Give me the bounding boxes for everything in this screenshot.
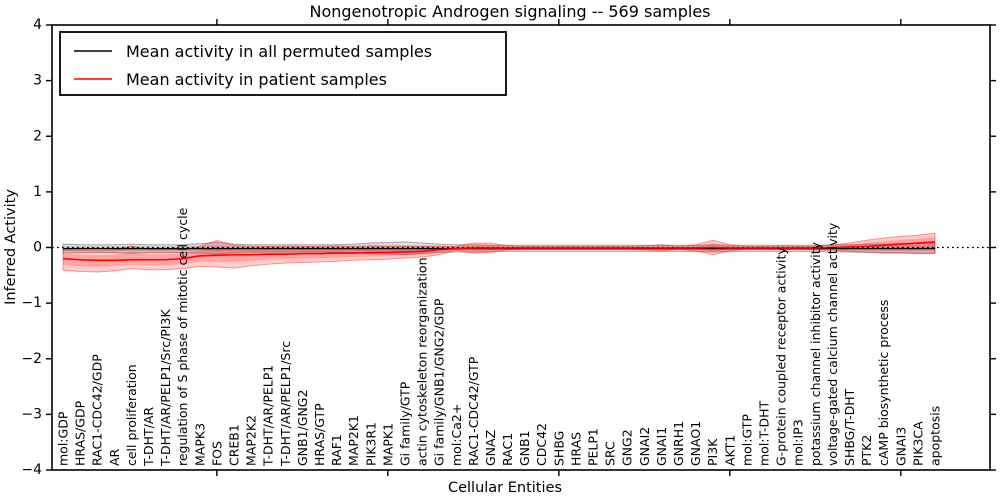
chart-title: Nongenotropic Androgen signaling -- 569 … <box>309 2 710 21</box>
x-category-label: Gi family/GNB1/GNG2/GDP <box>432 298 447 466</box>
x-category-label: Gi family/GTP <box>397 381 412 466</box>
x-category-label: T-DHT/AR/PELP1/Src/PI3K <box>158 309 173 467</box>
legend-label-permuted-samples: Mean activity in all permuted samples <box>126 42 432 61</box>
x-category-label: HRAS/GDP <box>73 400 88 466</box>
x-category-label: T-DHT/AR/PELP1/Src <box>278 341 293 467</box>
x-category-label: GNAO1 <box>688 421 703 466</box>
legend: Mean activity in all permuted samples Me… <box>59 31 507 96</box>
x-category-label: GNAI3 <box>893 427 908 466</box>
x-category-label: T-DHT/AR <box>141 407 156 467</box>
x-category-label: GNB1/GNG2 <box>295 390 310 466</box>
x-category-label: AKT1 <box>722 435 737 466</box>
x-category-label: G-protein coupled receptor activity <box>774 247 789 466</box>
x-axis-label: Cellular Entities <box>448 480 562 496</box>
x-category-label: PIK3R1 <box>363 422 378 466</box>
x-category-label: voltage-gated calcium channel activity <box>825 222 840 466</box>
y-tick-label: −4 <box>21 462 42 478</box>
y-tick-label: −1 <box>21 295 42 311</box>
x-category-label: MAP2K1 <box>346 415 361 466</box>
x-category-label: RAC1-CDC42/GDP <box>90 354 105 466</box>
x-category-label: MAP2K2 <box>244 415 259 466</box>
patient-confidence-band-outer <box>62 232 936 273</box>
x-category-label: MAPK1 <box>380 423 395 466</box>
x-category-label: mol:GDP <box>56 411 71 466</box>
x-category-label: GNAI2 <box>637 427 652 466</box>
y-axis-label: Inferred Activity <box>3 189 19 305</box>
x-category-label: CREB1 <box>226 424 241 466</box>
x-category-label: HRAS/GTP <box>312 403 327 466</box>
x-category-label: CDC42 <box>534 423 549 466</box>
y-tick-label: 3 <box>33 73 42 89</box>
x-category-label: FOS <box>209 441 224 466</box>
x-category-label: RAF1 <box>329 434 344 466</box>
x-category-label: GNAZ <box>483 430 498 466</box>
x-category-label: GNB1 <box>517 430 532 466</box>
x-category-label: mol:Ca2+ <box>449 404 464 466</box>
x-category-label: PTK2 <box>859 435 874 466</box>
x-category-label: GNG2 <box>620 429 635 466</box>
x-category-label: regulation of S phase of mitotic cell cy… <box>175 207 190 466</box>
y-tick-label: 1 <box>33 184 42 200</box>
x-category-label: SRC <box>603 441 618 466</box>
x-category-label: potassium channel inhibitor activity <box>808 241 823 466</box>
x-category-label: PI3K <box>705 438 720 466</box>
x-category-label: PELP1 <box>586 428 601 466</box>
x-category-label: mol:IP3 <box>791 419 806 466</box>
y-tick-label: 0 <box>33 240 42 256</box>
x-category-label: cell proliferation <box>124 364 139 466</box>
x-category-label: MAPK3 <box>192 423 207 466</box>
y-tick-label: −3 <box>21 406 42 422</box>
x-category-label: SHBG/T-DHT <box>842 388 857 466</box>
x-category-label: SHBG <box>551 431 566 466</box>
legend-box <box>59 31 507 96</box>
x-category-label: GNAI1 <box>654 427 669 466</box>
x-category-label: mol:T-DHT <box>757 400 772 466</box>
patient-mean-line <box>62 241 936 262</box>
x-category-label: PIK3CA <box>910 421 925 466</box>
y-tick-label: −2 <box>21 351 42 367</box>
y-tick-label: 4 <box>33 17 42 33</box>
x-category-label: GNRH1 <box>671 421 686 466</box>
x-category-label: apoptosis <box>928 406 943 466</box>
x-category-label: cAMP biosynthetic process <box>876 300 891 466</box>
x-category-label: HRAS <box>568 432 583 466</box>
x-category-label: T-DHT/AR/PELP1 <box>261 365 276 467</box>
patient-confidence-band-inner <box>63 237 935 267</box>
x-category-label: RAC1-CDC42/GTP <box>466 356 481 466</box>
x-category-label: mol:GTP <box>739 414 754 466</box>
x-category-label: AR <box>107 448 122 466</box>
y-tick-label: 2 <box>33 128 42 144</box>
x-category-label: actin cytoskeleton reorganization <box>415 257 430 466</box>
legend-label-patient-samples: Mean activity in patient samples <box>126 70 387 89</box>
x-category-label: RAC1 <box>500 433 515 466</box>
